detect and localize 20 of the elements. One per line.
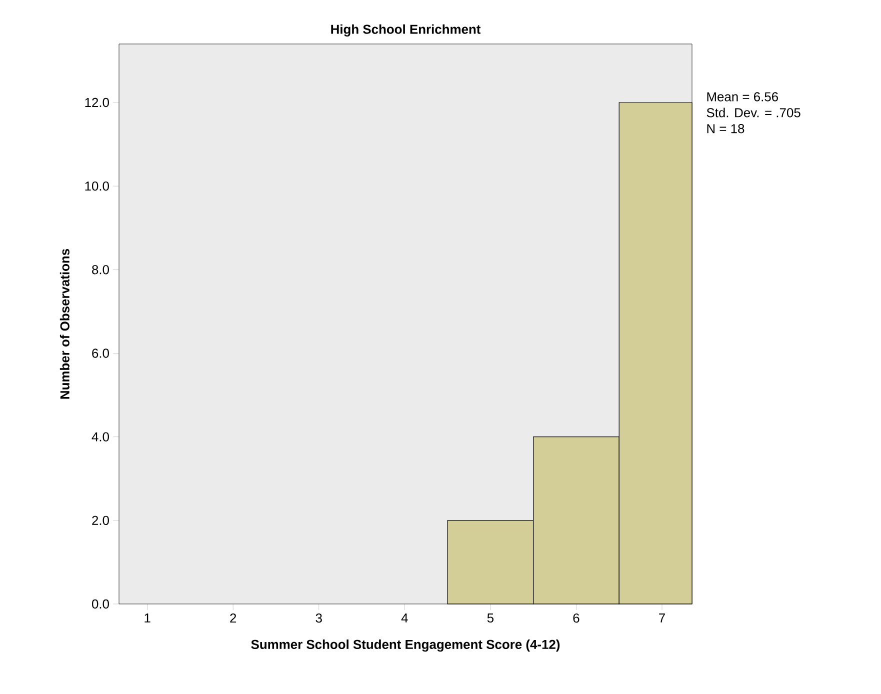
text: Std. Dev. = .705 [706, 108, 800, 118]
x-tick-label: 2 [230, 614, 236, 623]
y-tick-label: 8.0 [92, 265, 109, 274]
x-tick-label: 3 [316, 614, 322, 623]
x-tick-label: 7 [659, 614, 665, 622]
y-tick-label: 0.0 [92, 599, 109, 609]
text: N = 18 [707, 124, 744, 134]
y-axis-title: Number of Observations [60, 248, 70, 399]
x-tick-label: 1 [144, 614, 150, 622]
y-tick-label: 6.0 [92, 348, 109, 358]
text: Mean = 6.56 [707, 92, 778, 102]
x-tick-label: 6 [573, 614, 580, 623]
y-tick-label: 10.0 [85, 181, 109, 191]
x-tick-label: 5 [487, 614, 494, 623]
y-tick-label: 2.0 [92, 516, 109, 525]
y-tick-label: 4.0 [92, 432, 109, 442]
x-axis-title: Summer School Student Engagement Score (4-12) [251, 640, 560, 652]
y-tick-label: 12.0 [85, 98, 109, 108]
x-tick-label: 4 [401, 614, 408, 622]
chart-title: High School Enrichment [331, 24, 481, 36]
